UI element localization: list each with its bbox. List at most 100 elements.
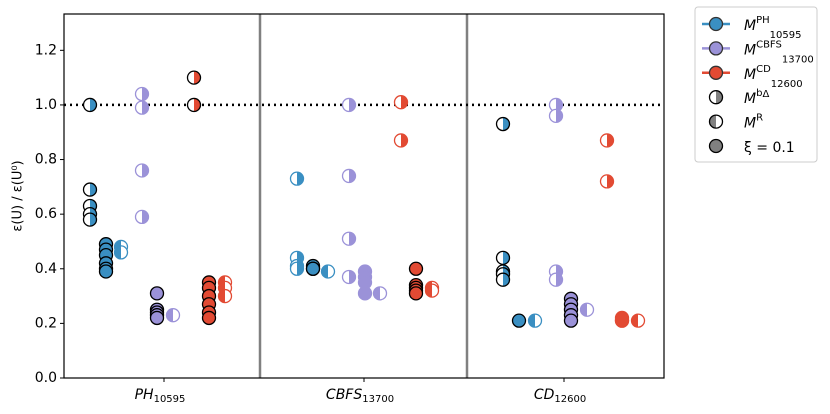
- marker-half: [716, 90, 723, 104]
- category-sub: 10595: [154, 394, 186, 405]
- legend-item: MbΔ: [708, 88, 769, 107]
- marker: [113, 245, 129, 260]
- marker-edge: [630, 313, 646, 328]
- marker: [217, 288, 233, 304]
- marker-half: [349, 169, 356, 183]
- marker-half: [142, 210, 149, 224]
- marker-fill: [708, 65, 724, 80]
- category-sub: 13700: [362, 394, 394, 405]
- marker-fill: [614, 313, 630, 328]
- marker-half: [142, 163, 149, 177]
- marker-edge: [341, 269, 357, 285]
- marker: [341, 269, 357, 285]
- legend-label-part: CBFS: [756, 39, 782, 50]
- x-tick-label: PH10595: [135, 387, 186, 405]
- marker-fill: [149, 286, 165, 301]
- marker: [630, 313, 646, 328]
- marker: [289, 171, 305, 186]
- marker: [563, 313, 579, 328]
- marker: [708, 114, 724, 129]
- marker: [82, 97, 98, 113]
- marker: [149, 286, 165, 301]
- marker-edge: [134, 163, 150, 178]
- y-axis-label: ε(U) / ε(U⁰): [11, 160, 26, 231]
- marker-half: [349, 232, 356, 246]
- marker: [708, 16, 724, 32]
- marker: [372, 286, 388, 301]
- marker-half: [90, 98, 97, 112]
- marker: [134, 100, 150, 115]
- legend-label-part: R: [756, 113, 763, 124]
- marker-half: [401, 95, 408, 109]
- marker: [708, 138, 724, 154]
- x-tick-label: CD12600: [534, 387, 586, 405]
- marker-half: [297, 262, 304, 276]
- marker-edge: [134, 100, 150, 115]
- marker-half: [218, 289, 225, 303]
- marker-fill: [511, 313, 527, 328]
- legend-box: [694, 6, 818, 163]
- marker-half: [503, 273, 510, 287]
- marker-edge: [134, 209, 150, 225]
- marker: [82, 212, 98, 227]
- marker-fill: [305, 261, 321, 276]
- marker-edge: [495, 116, 511, 132]
- marker-edge: [186, 70, 202, 85]
- marker: [201, 310, 217, 326]
- marker-fill: [708, 138, 724, 154]
- marker-half: [607, 174, 614, 188]
- marker: [341, 231, 357, 246]
- marker-fill: [408, 286, 424, 301]
- marker: [527, 313, 543, 328]
- marker-edge: [134, 86, 150, 102]
- marker: [341, 97, 357, 113]
- marker-half: [166, 308, 173, 322]
- legend-label-part: M: [744, 42, 756, 58]
- plot-frame: [63, 13, 665, 379]
- marker-half: [556, 273, 563, 287]
- marker: [408, 286, 424, 301]
- legend-label: MCBFS13700: [744, 39, 814, 65]
- marker-edge: [82, 212, 98, 227]
- marker: [186, 70, 202, 85]
- marker: [548, 272, 564, 287]
- marker-edge: [708, 114, 724, 129]
- legend-label-part: M: [744, 116, 756, 132]
- marker-half: [709, 115, 716, 129]
- marker-edge: [708, 90, 724, 105]
- marker-edge: [165, 308, 181, 323]
- y-tick-label: 0.4: [35, 261, 57, 277]
- marker: [320, 264, 336, 279]
- legend-label: MR: [744, 113, 763, 132]
- legend-label-part: 13700: [782, 54, 814, 65]
- legend-label-part: CD: [756, 64, 771, 75]
- legend-label-part: M: [744, 18, 756, 34]
- marker-half: [194, 98, 201, 112]
- marker-edge: [548, 108, 564, 124]
- marker: [579, 302, 595, 317]
- marker-edge: [495, 272, 511, 287]
- marker-fill: [201, 310, 217, 326]
- marker-edge: [341, 231, 357, 246]
- marker-edge: [393, 133, 409, 148]
- marker: [165, 308, 181, 323]
- category-name: CD: [534, 387, 555, 403]
- marker-half: [556, 98, 563, 112]
- marker: [599, 133, 615, 148]
- y-tick-label: 0.6: [35, 206, 57, 222]
- marker-fill: [408, 261, 424, 276]
- legend-label: MPH10595: [744, 15, 801, 41]
- marker: [82, 182, 98, 197]
- marker-fill: [357, 286, 373, 301]
- marker: [708, 41, 724, 56]
- marker: [495, 250, 511, 265]
- legend-item: ξ = 0.1: [708, 138, 795, 156]
- legend-label-part: M: [744, 91, 756, 107]
- marker-half: [503, 251, 510, 265]
- marker-half: [321, 265, 328, 279]
- legend-item: MCBFS13700: [702, 39, 814, 65]
- legend-label-part: 12600: [771, 79, 803, 90]
- marker: [341, 168, 357, 184]
